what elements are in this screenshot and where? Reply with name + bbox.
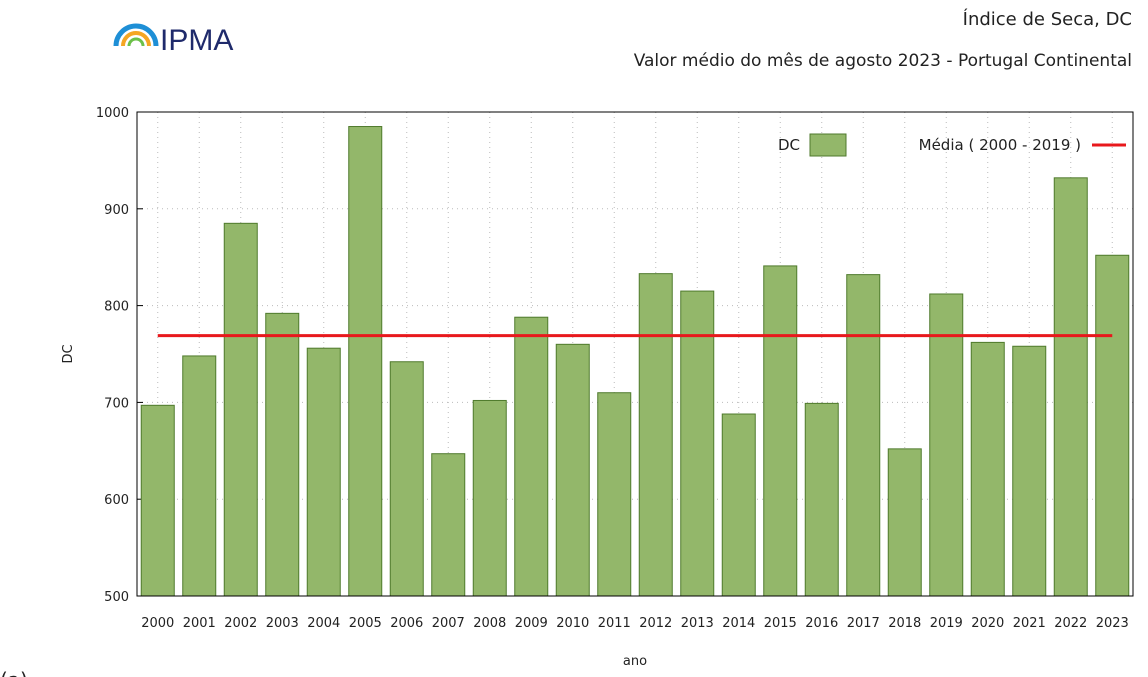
logo-text: IPMA	[160, 24, 233, 57]
x-tick-label: 2009	[515, 616, 548, 631]
bar	[182, 355, 217, 597]
bar	[638, 273, 673, 597]
y-tick-label: 1000	[96, 106, 129, 121]
x-tick-label: 2021	[1013, 616, 1046, 631]
x-tick-label: 2016	[805, 616, 838, 631]
x-tick-label: 2023	[1096, 616, 1129, 631]
bar	[887, 448, 922, 597]
x-tick-label: 2017	[847, 616, 880, 631]
logo-arc	[121, 31, 151, 47]
y-tick-label: 500	[104, 590, 129, 605]
bar	[970, 341, 1005, 597]
x-tick-label: 2020	[971, 616, 1004, 631]
logo-arc	[113, 23, 159, 47]
chart-subtitle: Valor médio do mês de agosto 2023 - Port…	[634, 51, 1132, 71]
bar	[472, 399, 507, 597]
legend-label: Média ( 2000 - 2019 )	[919, 136, 1081, 154]
y-tick-label: 800	[104, 300, 129, 315]
x-tick-label: 2008	[473, 616, 506, 631]
logo: IPMA	[113, 23, 233, 57]
x-tick-label: 2019	[930, 616, 963, 631]
panel-label: (a)	[0, 668, 28, 677]
x-tick-label: 2012	[639, 616, 672, 631]
bar	[555, 343, 590, 597]
bar	[389, 361, 424, 597]
x-tick-label: 2018	[888, 616, 921, 631]
bar	[721, 413, 756, 597]
legend-swatch	[809, 133, 847, 157]
x-tick-label: 2007	[432, 616, 465, 631]
x-tick-label: 2006	[390, 616, 423, 631]
chart-title: Índice de Seca, DC	[963, 8, 1132, 30]
bar	[1053, 177, 1088, 597]
x-tick-label: 2004	[307, 616, 340, 631]
bar	[1012, 345, 1047, 597]
y-tick-label: 900	[104, 203, 129, 218]
y-axis-label: DC	[61, 344, 76, 363]
x-tick-label: 2010	[556, 616, 589, 631]
plot-frame	[136, 111, 1134, 597]
x-tick-label: 2013	[681, 616, 714, 631]
bar	[223, 222, 258, 597]
x-tick-label: 2011	[598, 616, 631, 631]
x-axis-label: ano	[623, 654, 647, 669]
bar	[929, 293, 964, 597]
x-tick-label: 2014	[722, 616, 755, 631]
bar	[348, 126, 383, 597]
bar	[804, 402, 839, 597]
x-tick-label: 2015	[764, 616, 797, 631]
bar	[597, 392, 632, 597]
logo-arc	[127, 37, 145, 47]
x-tick-label: 2002	[224, 616, 257, 631]
bar	[763, 265, 798, 597]
y-tick-label: 700	[104, 396, 129, 411]
bar	[1095, 254, 1130, 597]
x-tick-label: 2000	[141, 616, 174, 631]
x-tick-label: 2022	[1054, 616, 1087, 631]
x-tick-label: 2005	[349, 616, 382, 631]
x-tick-label: 2003	[266, 616, 299, 631]
x-tick-label: 2001	[183, 616, 216, 631]
legend-label: DC	[778, 136, 800, 154]
bar	[431, 453, 466, 597]
bar	[514, 316, 549, 597]
bar	[265, 312, 300, 597]
bar	[140, 404, 175, 597]
y-tick-label: 600	[104, 493, 129, 508]
bar	[680, 290, 715, 597]
bar	[306, 347, 341, 597]
bar	[846, 274, 881, 597]
